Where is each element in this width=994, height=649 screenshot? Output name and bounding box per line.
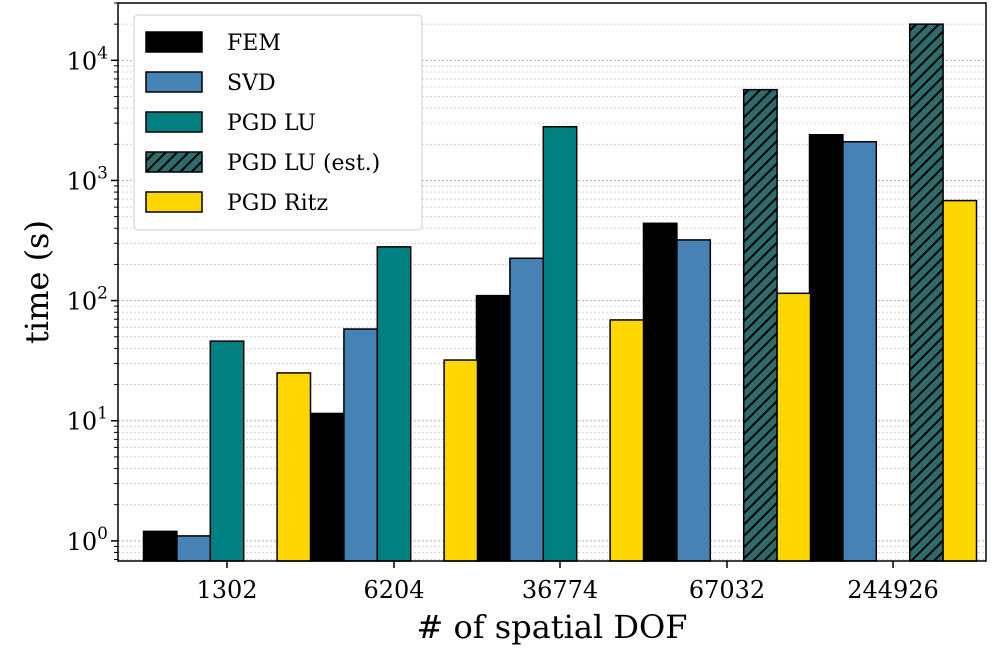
- y-tick-label: 104: [67, 43, 108, 75]
- legend-label: SVD: [227, 71, 276, 96]
- legend: FEM SVD PGD LU PGD LU (est.) PGD Ritz: [133, 14, 423, 231]
- bar: [808, 134, 844, 562]
- bar: [142, 530, 178, 562]
- legend-label: PGD LU: [227, 111, 316, 136]
- axis-ticks: 1302 6204 36774 67032 244926 100 101 102 103 104: [67, 2, 939, 604]
- bar: [443, 359, 479, 562]
- bars: [142, 23, 978, 562]
- bar: [676, 239, 712, 562]
- bar: [376, 246, 412, 562]
- y-tick-label: 101: [67, 404, 108, 436]
- x-tick-label: 244926: [847, 576, 939, 604]
- bar: [908, 23, 944, 562]
- y-tick-label: 100: [67, 524, 108, 556]
- x-tick-label: 6204: [363, 576, 424, 604]
- bar: [609, 319, 645, 562]
- bar: [309, 412, 345, 562]
- x-tick-label: 67032: [689, 576, 765, 604]
- legend-label: FEM: [227, 31, 281, 56]
- legend-swatch: [145, 31, 203, 53]
- bar: [343, 328, 379, 562]
- y-tick-label: 103: [67, 163, 108, 195]
- legend-label: PGD Ritz: [227, 191, 328, 216]
- legend-swatch: [145, 191, 203, 213]
- legend-swatch: [145, 71, 203, 93]
- bar: [475, 294, 511, 562]
- plot-frame: [117, 2, 987, 562]
- x-tick-label: 1302: [196, 576, 257, 604]
- legend-box: [133, 14, 423, 231]
- legend-swatch: [145, 151, 203, 173]
- x-axis-label: # of spatial DOF: [417, 608, 688, 646]
- bar: [176, 535, 212, 562]
- bar: [942, 199, 978, 562]
- legend-swatch: [145, 111, 203, 133]
- y-tick-label: 102: [67, 284, 108, 316]
- legend-label: PGD LU (est.): [227, 151, 380, 176]
- bar: [742, 88, 778, 562]
- bar: [209, 340, 245, 562]
- bar: [542, 125, 578, 562]
- y-axis-label: time (s): [18, 220, 56, 344]
- bar: [776, 292, 812, 562]
- x-tick-label: 36774: [522, 576, 598, 604]
- bar: [509, 257, 545, 562]
- bar: [276, 372, 312, 562]
- bar: [642, 222, 678, 562]
- bar: [842, 140, 878, 562]
